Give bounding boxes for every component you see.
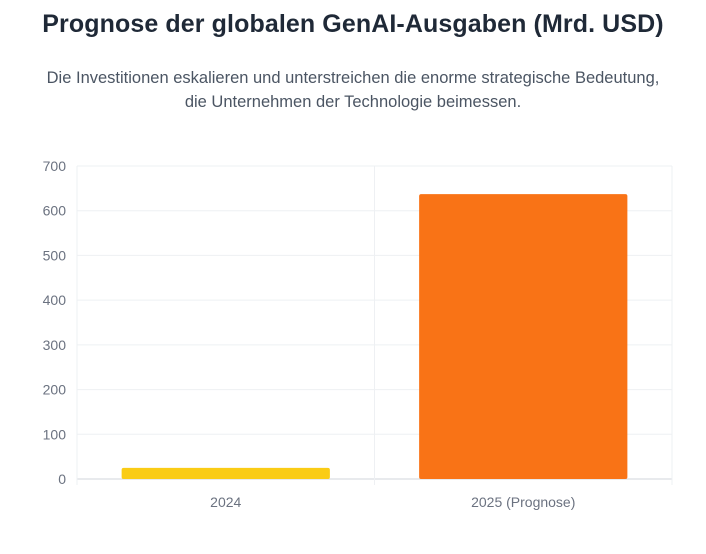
- chart-bars: [121, 194, 628, 480]
- y-tick-label: 700: [43, 158, 67, 174]
- y-tick-label: 300: [43, 337, 67, 353]
- bar-2024[interactable]: [121, 467, 330, 479]
- y-axis-ticks: 0 100 200 300 400 500 600 700: [43, 158, 67, 487]
- bar-2025-prognose[interactable]: [419, 194, 628, 480]
- y-tick-label: 400: [43, 292, 67, 308]
- chart-subtitle: Die Investitionen eskalieren und unterst…: [46, 69, 660, 111]
- x-tick-label: 2024: [210, 494, 241, 510]
- y-tick-label: 200: [43, 382, 67, 398]
- y-tick-label: 100: [43, 426, 67, 442]
- y-tick-label: 600: [43, 203, 67, 219]
- chart-title: Prognose der globalen GenAI-Ausgaben (Mr…: [42, 10, 664, 38]
- y-tick-label: 0: [58, 471, 66, 487]
- x-axis-ticks: 2024 2025 (Prognose): [210, 494, 575, 510]
- y-tick-label: 500: [43, 247, 67, 263]
- x-tick-label: 2025 (Prognose): [471, 494, 575, 510]
